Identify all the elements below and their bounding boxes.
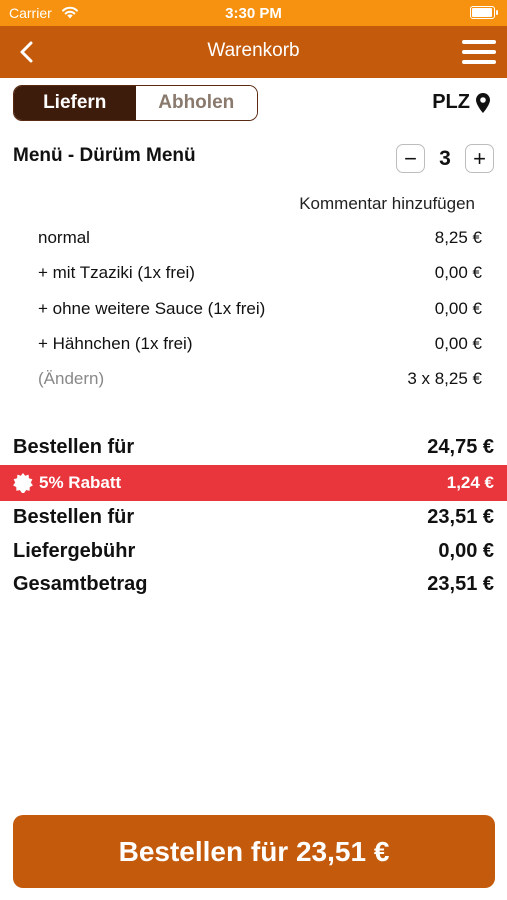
delivery-fee-row: Liefergebühr 0,00 € [13, 540, 494, 563]
option-row: normal 8,25 € [38, 228, 482, 248]
cart-item-title: Menü - Dürüm Menü [13, 145, 196, 166]
battery-level [472, 8, 492, 17]
add-comment-link[interactable]: Kommentar hinzufügen [299, 194, 475, 213]
option-row: + mit Tzaziki (1x frei) 0,00 € [38, 263, 482, 283]
decrement-button[interactable]: − [396, 144, 425, 173]
order-button[interactable]: Bestellen für 23,51 € [13, 815, 495, 888]
segment-abholen[interactable]: Abholen [135, 86, 257, 120]
subtotal-value: 24,75 € [427, 436, 494, 458]
status-bar: Carrier 3:30 PM [0, 0, 507, 26]
discount-banner: 5% Rabatt 1,24 € [0, 465, 507, 501]
after-discount-label: Bestellen für [13, 506, 135, 528]
quantity-value: 3 [439, 146, 451, 170]
clock: 3:30 PM [225, 5, 282, 22]
line-total: 3 x 8,25 € [407, 369, 482, 388]
subtotal-row: Bestellen für 24,75 € [13, 436, 494, 459]
segment-liefern[interactable]: Liefern [14, 86, 136, 120]
option-label: + Hähnchen (1x frei) [38, 334, 193, 353]
option-row: + ohne weitere Sauce (1x frei) 0,00 € [38, 299, 482, 319]
battery-icon [470, 6, 498, 19]
increment-button[interactable]: + [465, 144, 494, 173]
delivery-fee-value: 0,00 € [438, 540, 494, 562]
option-label: + ohne weitere Sauce (1x frei) [38, 299, 266, 318]
option-label: + mit Tzaziki (1x frei) [38, 263, 195, 282]
discount-label: 5% Rabatt [39, 473, 122, 492]
option-row: + Hähnchen (1x frei) 0,00 € [38, 334, 482, 354]
hamburger-menu-icon[interactable] [462, 40, 496, 64]
change-row: (Ändern) 3 x 8,25 € [38, 369, 482, 389]
option-price: 8,25 € [434, 228, 482, 247]
option-price: 0,00 € [434, 334, 482, 353]
delivery-mode-toggle: Liefern Abholen [13, 85, 258, 121]
plz-selector[interactable]: PLZ [432, 91, 490, 114]
total-row: Gesamtbetrag 23,51 € [13, 573, 494, 596]
delivery-fee-label: Liefergebühr [13, 540, 136, 562]
after-discount-value: 23,51 € [427, 506, 494, 528]
quantity-stepper: − 3 + [396, 144, 494, 173]
page-title: Warenkorb [207, 40, 300, 61]
back-chevron-icon[interactable] [14, 39, 40, 65]
total-value: 23,51 € [427, 573, 494, 595]
discount-value: 1,24 € [446, 473, 494, 492]
location-pin-icon [476, 92, 490, 113]
total-label: Gesamtbetrag [13, 573, 148, 595]
wifi-icon [62, 6, 78, 19]
change-item-link[interactable]: (Ändern) [38, 369, 105, 388]
after-discount-row: Bestellen für 23,51 € [13, 506, 494, 529]
option-price: 0,00 € [434, 299, 482, 318]
option-label: normal [38, 228, 90, 247]
plz-label: PLZ [432, 91, 470, 113]
option-price: 0,00 € [434, 263, 482, 282]
navigation-bar: Warenkorb [0, 26, 507, 78]
discount-badge-icon [13, 473, 33, 493]
carrier-label: Carrier [9, 5, 52, 21]
subtotal-label: Bestellen für [13, 436, 135, 458]
